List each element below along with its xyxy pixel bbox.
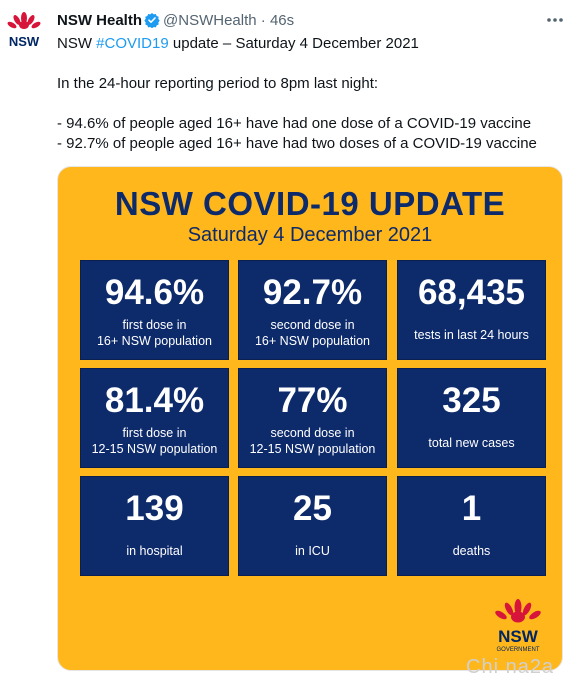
stat-tile: 77% second dose in 12-15 NSW population [238,368,387,468]
stat-label: deaths [452,544,491,558]
stat-tile: 25 in ICU [238,476,387,576]
stat-value: 25 [293,489,332,528]
stat-label: second dose in [270,426,355,440]
stat-value: 1 [461,489,482,528]
waratah-logo-icon: NSW GOVERNMENT [495,599,541,653]
stat-label: first dose in [122,318,187,332]
stat-label: 16+ NSW population [96,334,212,348]
text-segment: NSW [57,35,97,52]
nsw-government-logo: NSW GOVERNMENT [490,597,546,655]
stat-tile: 1 deaths [397,476,546,576]
stat-label: total new cases [428,436,515,450]
author-name[interactable]: NSW Health [57,12,143,29]
stat-tile: 139 in hospital [80,476,229,576]
svg-text:NSW: NSW [498,627,539,646]
more-options-button[interactable] [545,12,565,28]
separator: · [260,12,266,29]
text-segment: update – Saturday 4 December 2021 [168,35,419,52]
verified-badge-icon [144,13,160,28]
stat-tile: 94.6% first dose in 16+ NSW population [80,260,229,360]
watermark: Chi na2a [466,656,555,678]
stat-tile: 68,435 tests in last 24 hours [397,260,546,360]
stat-label: second dose in [270,318,355,332]
stat-tile: 81.4% first dose in 12-15 NSW population [80,368,229,468]
more-options-icon [547,18,563,22]
tweet-text: NSW #COVID19 update – Saturday 4 Decembe… [57,34,557,154]
tweet-header: NSW Health @NSWHealth · 46s [57,11,294,31]
svg-text:NSW: NSW [9,34,40,49]
stat-value: 68,435 [417,273,526,312]
timestamp[interactable]: 46s [269,12,295,29]
stat-label: 16+ NSW population [254,334,370,348]
svg-text:GOVERNMENT: GOVERNMENT [496,647,539,653]
stat-label: in hospital [126,544,183,558]
stat-tile: 92.7% second dose in 16+ NSW population [238,260,387,360]
stat-value: 81.4% [104,381,205,420]
stat-value: 139 [125,489,184,528]
text-line: - 92.7% of people aged 16+ have had two … [57,135,537,152]
avatar[interactable]: NSW [4,10,44,50]
stat-label: tests in last 24 hours [414,328,529,342]
hashtag-link[interactable]: #COVID19 [96,35,169,52]
stat-tile: 325 total new cases [397,368,546,468]
stat-value: 77% [277,381,348,420]
stat-label: 12-15 NSW population [249,442,376,456]
text-line: In the 24-hour reporting period to 8pm l… [57,75,379,92]
stat-label: in ICU [295,544,330,558]
stat-value: 94.6% [104,273,205,312]
card-subtitle: Saturday 4 December 2021 [187,224,433,246]
card-title: NSW COVID-19 UPDATE [114,185,506,222]
waratah-avatar-icon: NSW [7,12,41,49]
stat-label: first dose in [122,426,187,440]
stat-value: 325 [442,381,501,420]
tweet-media-image[interactable]: NSW COVID-19 UPDATE Saturday 4 December … [57,166,563,671]
text-line: - 94.6% of people aged 16+ have had one … [57,115,532,132]
stat-label: 12-15 NSW population [91,442,218,456]
author-handle[interactable]: @NSWHealth [163,12,257,29]
stat-value: 92.7% [262,273,363,312]
